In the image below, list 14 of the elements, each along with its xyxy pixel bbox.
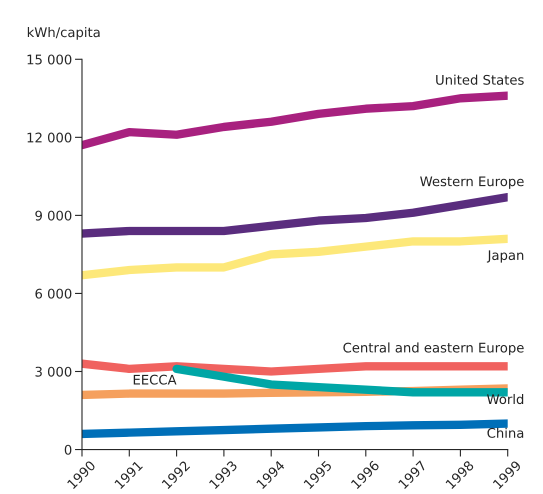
series-label: China bbox=[487, 428, 524, 438]
y-axis-title: kWh/capita bbox=[28, 26, 100, 40]
series-label: Western Europe bbox=[420, 176, 524, 189]
y-tick-label: 0 bbox=[64, 444, 72, 455]
series-label: EECCA bbox=[134, 374, 176, 385]
y-tick-label: 9 000 bbox=[35, 210, 72, 221]
y-tick-label: 12 000 bbox=[28, 132, 72, 143]
series-label: United States bbox=[436, 74, 524, 85]
y-tick-label: 3 000 bbox=[36, 366, 72, 377]
y-tick-label: 6 000 bbox=[35, 288, 72, 299]
y-tick-label: 15 000 bbox=[28, 54, 72, 64]
series-label: World bbox=[487, 394, 524, 404]
series-label: Central and eastern Europe bbox=[343, 342, 524, 356]
series-label: Japan bbox=[486, 250, 524, 263]
